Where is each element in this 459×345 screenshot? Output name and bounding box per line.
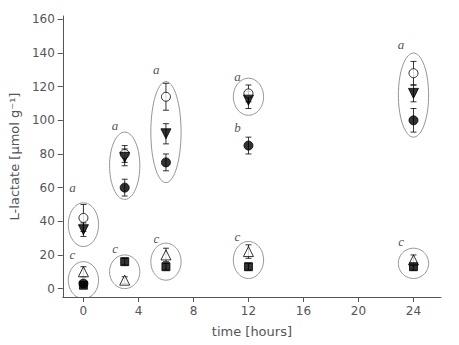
svg-text:a: a	[153, 62, 160, 77]
svg-text:20: 20	[351, 304, 366, 318]
svg-text:100: 100	[32, 113, 55, 127]
svg-text:16: 16	[296, 304, 311, 318]
svg-text:time [hours]: time [hours]	[212, 324, 292, 339]
svg-text:c: c	[112, 241, 118, 256]
svg-text:8: 8	[190, 304, 198, 318]
svg-text:60: 60	[40, 181, 55, 195]
svg-text:0: 0	[80, 304, 88, 318]
svg-text:c: c	[235, 229, 241, 244]
svg-text:160: 160	[32, 12, 55, 26]
svg-text:20: 20	[40, 248, 55, 262]
svg-text:c: c	[153, 231, 159, 246]
svg-text:24: 24	[406, 304, 421, 318]
svg-text:4: 4	[135, 304, 143, 318]
svg-text:80: 80	[40, 147, 55, 161]
svg-text:a: a	[398, 37, 405, 52]
svg-text:0: 0	[47, 282, 55, 296]
svg-text:12: 12	[241, 304, 256, 318]
svg-text:a: a	[69, 180, 76, 195]
svg-text:c: c	[70, 247, 76, 262]
svg-text:a: a	[234, 69, 241, 84]
svg-text:140: 140	[32, 46, 55, 60]
svg-text:L-lactate [μmol g⁻¹]: L-lactate [μmol g⁻¹]	[7, 93, 22, 221]
svg-text:120: 120	[32, 80, 55, 94]
svg-text:a: a	[112, 118, 119, 133]
svg-text:c: c	[398, 234, 404, 249]
svg-text:b: b	[234, 120, 241, 135]
svg-text:40: 40	[40, 214, 55, 228]
